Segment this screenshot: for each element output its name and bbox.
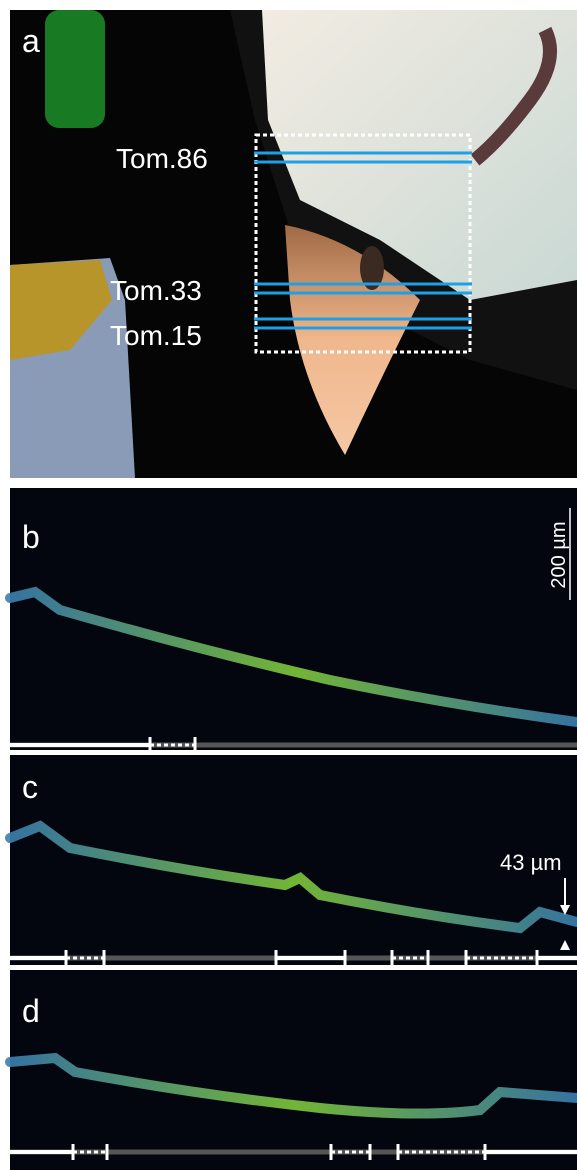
panel-a: a Tom.86 Tom.33 Tom.15 [10,10,577,478]
panel-label: b [22,519,40,555]
panel-d: d [10,970,577,1170]
thickness-label: 43 µm [500,850,562,875]
panel-c: c 43 µm [10,755,577,966]
tomogram-label: Tom.33 [110,275,202,306]
figure: a Tom.86 Tom.33 Tom.15 b 200 µm c 43 µm [0,0,577,1170]
panel-label: c [22,769,38,805]
tomogram-background [10,970,577,1170]
green-object [45,10,105,128]
panel-b: b 200 µm [10,488,577,753]
panel-label: d [22,993,40,1029]
page: {"panels": [ {"label": "a", "annotations… [0,0,577,1170]
scale-bar-label: 200 µm [548,521,570,588]
panel-label: a [22,23,40,59]
tomogram-background [10,755,577,965]
tomogram-label: Tom.86 [116,143,208,174]
tomogram-label: Tom.15 [110,320,202,351]
